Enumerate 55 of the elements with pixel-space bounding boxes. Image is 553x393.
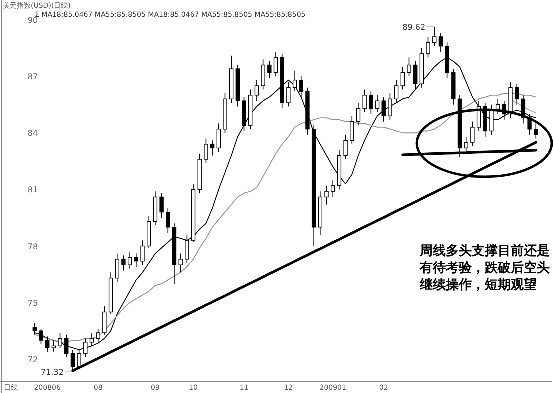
candlestick	[413, 61, 418, 90]
candlestick	[52, 340, 56, 352]
candlestick	[210, 140, 215, 156]
y-tick-label: 78	[28, 242, 38, 252]
candlestick	[350, 116, 354, 145]
candlestick	[274, 52, 278, 77]
annotation: 71.32	[41, 368, 64, 378]
candlestick	[96, 328, 100, 343]
candlestick	[185, 234, 190, 264]
candlestick	[490, 104, 494, 136]
candlestick	[261, 59, 266, 90]
candlestick	[375, 95, 380, 113]
candlestick	[292, 70, 298, 92]
candlestick	[39, 328, 44, 345]
candlestick	[286, 82, 291, 108]
candlestick	[268, 61, 272, 79]
y-tick-label: 87	[28, 72, 38, 82]
candlestick	[299, 76, 304, 98]
candlestick	[400, 66, 405, 90]
candlestick	[407, 57, 412, 77]
candlestick	[178, 253, 183, 274]
candlestick	[356, 102, 361, 126]
candlestick	[470, 121, 475, 147]
candlestick	[90, 332, 94, 347]
candlestick	[331, 180, 336, 198]
annotation: 89.62	[402, 23, 426, 32]
candlestick	[388, 93, 392, 120]
candlestick	[115, 253, 120, 282]
candlestick	[369, 91, 374, 115]
candlestick	[362, 89, 367, 113]
candlestick	[102, 306, 107, 336]
y-tick-label: 75	[28, 298, 38, 308]
candlestick	[128, 252, 132, 270]
candlestick	[432, 26, 437, 47]
y-tick-label: 81	[28, 186, 38, 195]
candlestick	[254, 80, 260, 102]
candlestick	[122, 255, 126, 272]
y-tick-label: 84	[28, 129, 38, 138]
candlestick	[394, 80, 399, 104]
candlestick	[204, 138, 208, 164]
candlestick	[426, 36, 430, 58]
candlestick	[166, 208, 170, 234]
y-tick-label: 72	[28, 355, 38, 364]
candlestick	[438, 32, 444, 52]
y-tick-label: 90	[28, 16, 38, 25]
candlestick	[134, 253, 139, 268]
candlestick	[515, 84, 520, 106]
candlestick	[140, 240, 145, 266]
annotation: 周线多头支撑目前还是有待考验，跌破后空头继续操作，短期观望	[419, 244, 550, 293]
candlestick	[534, 123, 538, 140]
candlestick	[382, 96, 386, 122]
candlestick	[344, 134, 348, 160]
candlestick	[216, 123, 221, 152]
candlestick	[160, 193, 164, 218]
candlestick	[324, 186, 329, 206]
